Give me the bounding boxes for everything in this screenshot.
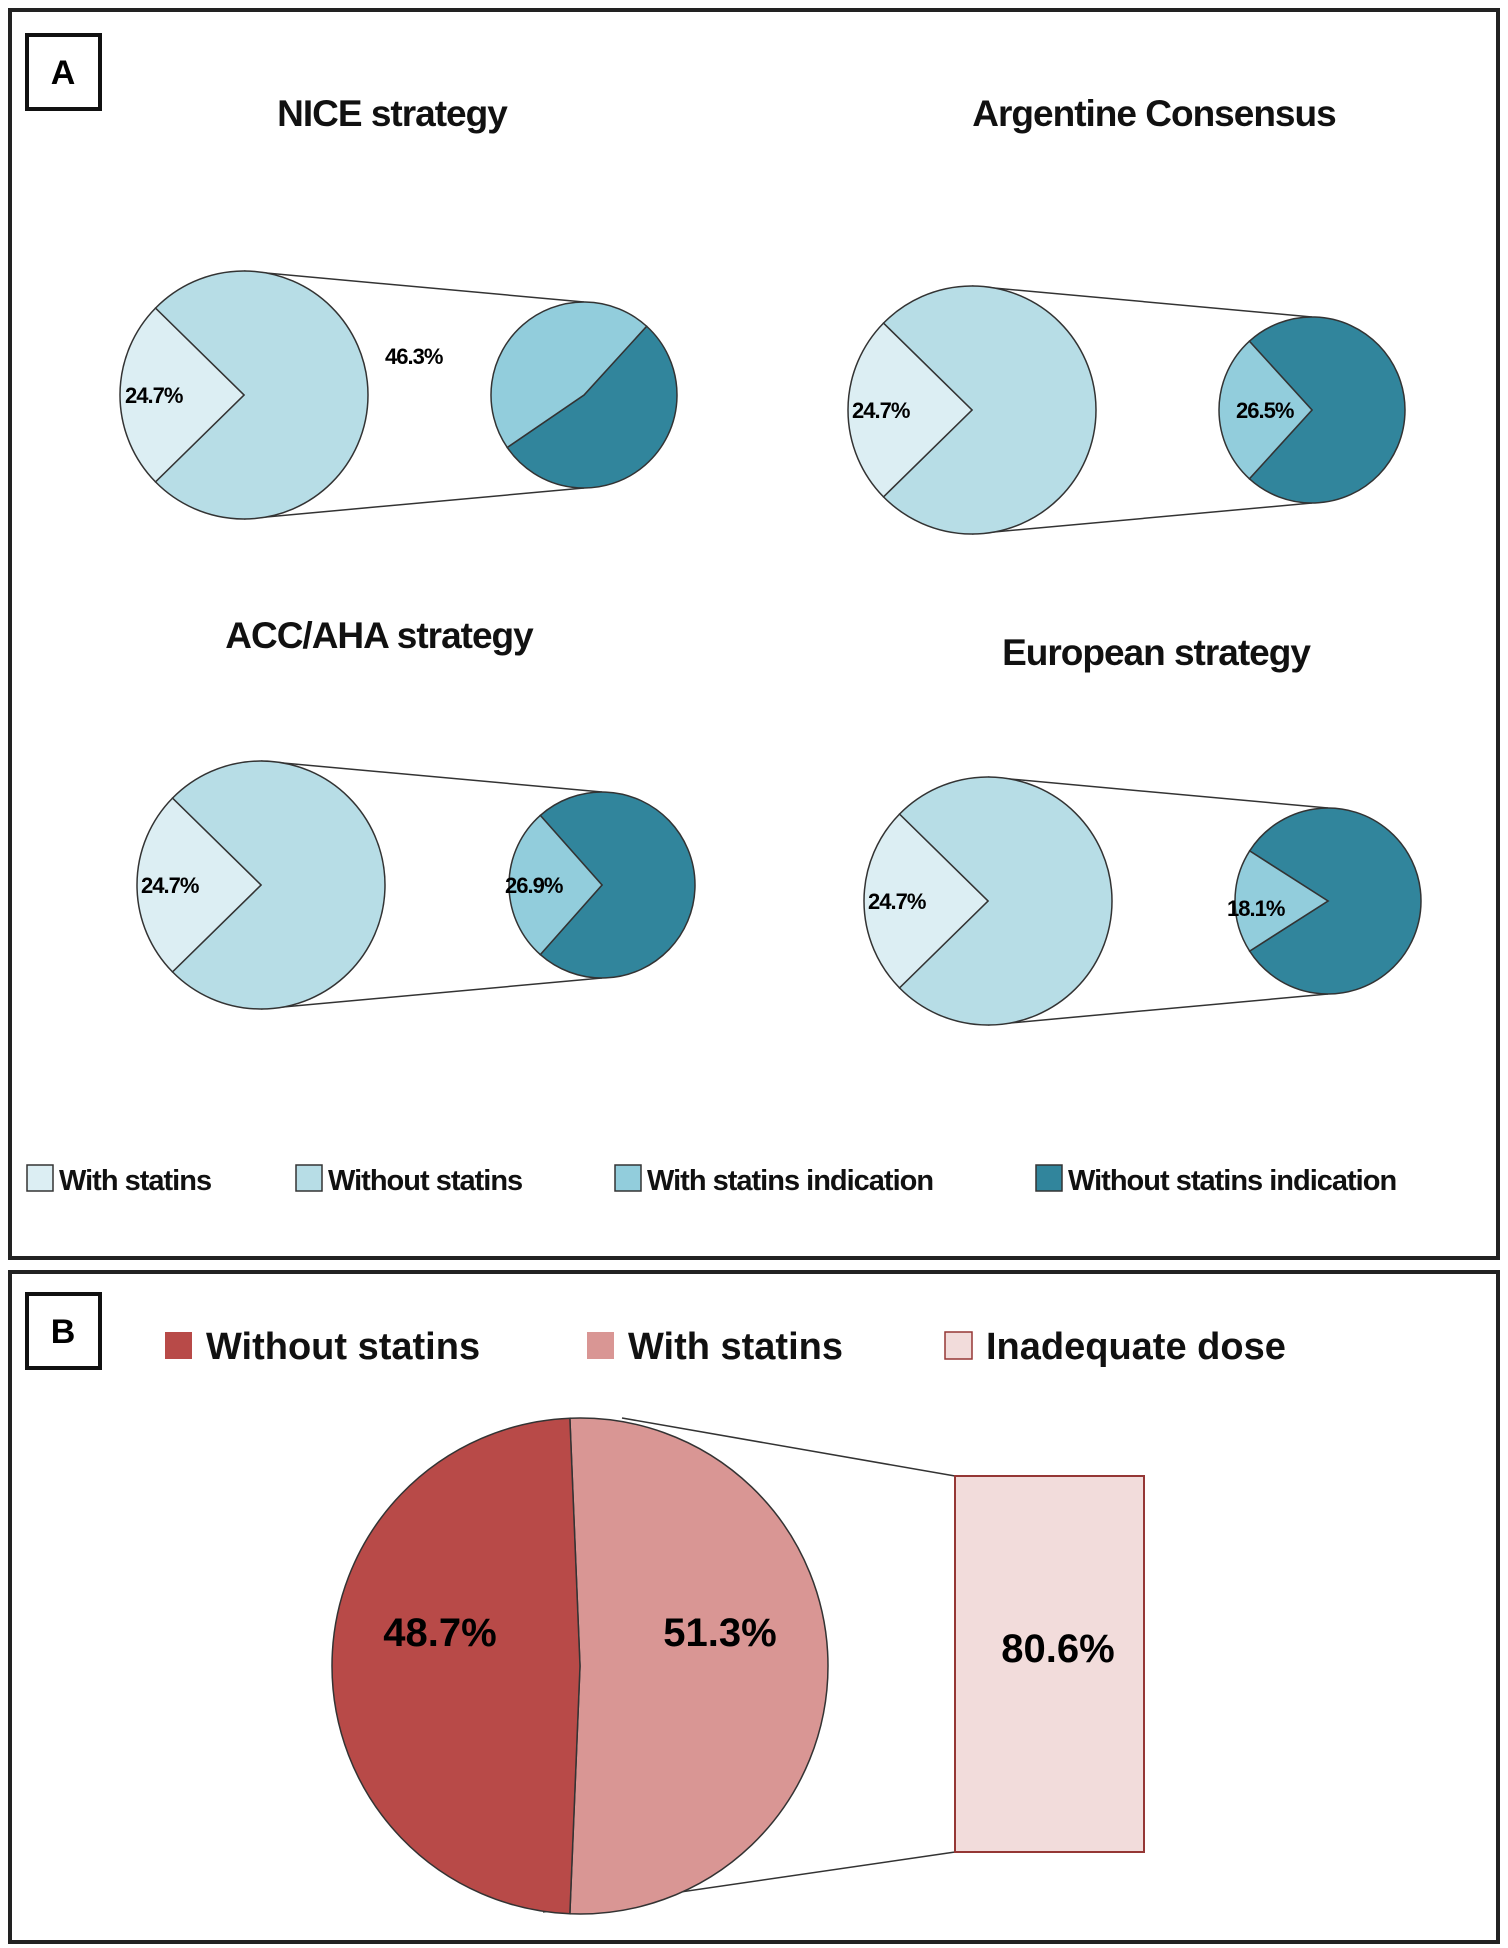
- without-statins-slice: [331, 1417, 581, 1915]
- indication-label: 18.1%: [1227, 896, 1285, 921]
- legend-item: Inadequate dose: [944, 1326, 1286, 1368]
- legend-item: Without statins: [165, 1326, 480, 1368]
- inadequate-dose-bar: [954, 1475, 1145, 1853]
- legend-swatch: [614, 1164, 642, 1192]
- connector-line-bottom: [987, 993, 1329, 1026]
- indication-label: 26.9%: [505, 873, 563, 898]
- connector-line-bottom: [243, 487, 585, 520]
- with-statins-rest-slice: [154, 270, 369, 520]
- with-statins-label: 24.7%: [141, 873, 199, 898]
- legend-swatch: [165, 1332, 192, 1359]
- pie-chart-1: Argentine Consensus 24.7% 26.5%: [847, 93, 1406, 535]
- with-statins-indication-slice: [1218, 340, 1314, 480]
- chart-title: European strategy: [1002, 632, 1311, 673]
- with-statins-indication-slice: [490, 301, 648, 449]
- legend-label: With statins indication: [647, 1165, 933, 1197]
- with-statins-label: 51.3%: [663, 1611, 776, 1655]
- connector-line-top: [260, 760, 603, 793]
- pie-chart-2: ACC/AHA strategy 24.7% 26.9%: [136, 615, 696, 1010]
- chart-title: NICE strategy: [277, 93, 508, 134]
- legend-label: With statins: [59, 1165, 211, 1197]
- indication-label: 26.5%: [1236, 398, 1294, 423]
- legend-item: With statins: [26, 1164, 212, 1197]
- legend-label: Without statins: [328, 1165, 522, 1197]
- with-statins-rest-slice: [882, 285, 1097, 535]
- legend-swatch: [944, 1331, 973, 1360]
- with-statins-rest-slice: [171, 760, 386, 1010]
- legend-item: Without statins: [295, 1164, 523, 1197]
- without-statins-rest-slice: [569, 1417, 829, 1915]
- connector-line-top: [987, 776, 1329, 809]
- inadequate-dose-label: 80.6%: [1001, 1627, 1114, 1671]
- panel-b-label-box: [25, 1292, 102, 1370]
- legend-item: With statins: [587, 1326, 843, 1368]
- with-statins-slice: [863, 813, 990, 989]
- legend-item: Without statins indication: [1035, 1164, 1397, 1197]
- connector-line-bottom: [971, 502, 1313, 535]
- indication-label: 46.3%: [385, 344, 443, 369]
- panel-a-label-box: [25, 33, 102, 111]
- with-statins-indication-slice: [1234, 849, 1330, 953]
- with-statins-label: 24.7%: [868, 889, 926, 914]
- pie-chart-3: European strategy 24.7% 18.1%: [863, 632, 1422, 1026]
- with-statins-label: 24.7%: [125, 383, 183, 408]
- with-statins-indication-rest-slice: [506, 325, 678, 489]
- legend-swatch: [587, 1332, 614, 1359]
- chart-title: Argentine Consensus: [972, 93, 1336, 134]
- with-statins-indication-rest-slice: [1248, 807, 1422, 995]
- with-statins-slice: [847, 322, 974, 498]
- with-statins-indication-rest-slice: [1248, 316, 1406, 504]
- connector-line-top: [971, 285, 1313, 318]
- connector-line-bottom: [260, 977, 603, 1010]
- legend-swatch: [295, 1164, 323, 1192]
- panel-a-label: A: [51, 54, 76, 92]
- legend-swatch: [1035, 1164, 1063, 1192]
- with-statins-slice: [119, 307, 246, 483]
- legend-label: Inadequate dose: [986, 1326, 1286, 1368]
- legend-label: With statins: [628, 1326, 843, 1368]
- panel-b-label: B: [51, 1313, 76, 1351]
- with-statins-indication-slice: [508, 814, 604, 956]
- with-statins-rest-slice: [898, 776, 1113, 1026]
- connector-line-top: [243, 270, 585, 303]
- without-statins-label: 48.7%: [383, 1611, 496, 1655]
- legend-label: Without statins: [206, 1326, 480, 1368]
- panel-a-frame: [8, 8, 1500, 1260]
- connector-line-top: [621, 1417, 956, 1477]
- pie-chart-0: NICE strategy 24.7% 46.3%: [119, 93, 678, 520]
- with-statins-slice: [136, 797, 263, 973]
- legend-swatch: [26, 1164, 54, 1192]
- panel-b-frame: [8, 1270, 1500, 1944]
- chart-title: ACC/AHA strategy: [225, 615, 534, 656]
- with-statins-label: 24.7%: [852, 398, 910, 423]
- legend-item: With statins indication: [614, 1164, 934, 1197]
- legend-label: Without statins indication: [1068, 1165, 1396, 1197]
- with-statins-indication-rest-slice: [539, 791, 696, 979]
